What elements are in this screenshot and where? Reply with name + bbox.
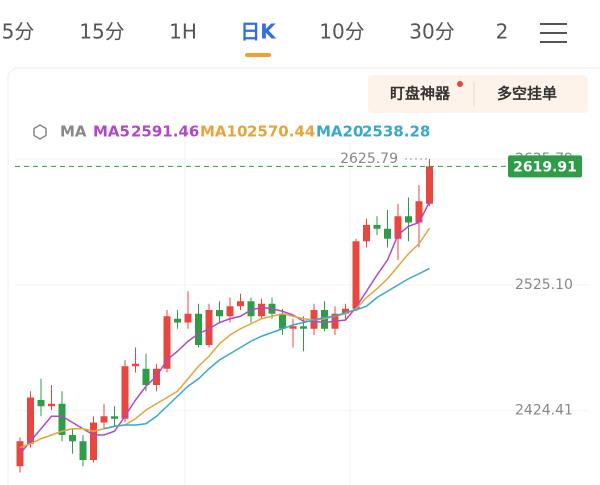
candle-body bbox=[184, 313, 192, 323]
candle-body bbox=[90, 422, 97, 460]
last-price-label: 2619.91 bbox=[513, 159, 577, 175]
y-tick-label: 2525.10 bbox=[515, 277, 573, 293]
legend-name: MA10 bbox=[200, 123, 247, 141]
legend-name: MA5 bbox=[93, 123, 130, 141]
y-tick-label: 2424.41 bbox=[515, 403, 573, 419]
ma-line bbox=[19, 201, 431, 455]
candle-body bbox=[300, 326, 307, 329]
button[interactable]: 盯盘神器 bbox=[390, 85, 451, 103]
candle-body bbox=[258, 303, 265, 317]
legend-value: 2570.44 bbox=[247, 123, 315, 141]
candle-body bbox=[226, 306, 234, 317]
candle-body bbox=[111, 416, 118, 419]
tab[interactable]: 2 bbox=[496, 20, 509, 44]
candle-body bbox=[58, 403, 66, 435]
candle-body bbox=[237, 301, 244, 307]
candle-body bbox=[384, 228, 391, 239]
candle-body bbox=[27, 397, 34, 444]
ma-line bbox=[103, 267, 430, 430]
settings-icon[interactable] bbox=[33, 124, 47, 140]
candle-body bbox=[69, 435, 76, 442]
candle-body bbox=[216, 310, 223, 317]
tab[interactable]: 30分 bbox=[409, 20, 454, 44]
button-bar bbox=[368, 75, 588, 113]
candle-body bbox=[352, 241, 360, 309]
candle-body bbox=[247, 301, 255, 317]
legend-value: 2591.46 bbox=[131, 123, 199, 141]
ma-line bbox=[19, 227, 431, 449]
legend-name: MA20 bbox=[316, 123, 363, 141]
candle-body bbox=[363, 225, 370, 242]
menu-icon[interactable] bbox=[540, 23, 567, 43]
notice-dot bbox=[457, 81, 463, 87]
button[interactable]: 多空挂单 bbox=[497, 85, 557, 103]
candle-body bbox=[426, 166, 433, 204]
tab[interactable]: 10分 bbox=[319, 20, 364, 44]
candle-body bbox=[37, 400, 45, 407]
candle-body bbox=[142, 368, 150, 385]
chart-panel bbox=[7, 67, 600, 485]
candle-body bbox=[163, 316, 171, 369]
legend-title: MA bbox=[60, 123, 87, 141]
candle-body bbox=[394, 216, 402, 239]
tab[interactable]: 5分 bbox=[2, 20, 35, 44]
candle-body bbox=[48, 403, 55, 407]
tab[interactable]: 日K bbox=[240, 20, 277, 44]
candle-body bbox=[415, 201, 423, 223]
tab-underline bbox=[245, 53, 271, 57]
legend-value: 2538.28 bbox=[362, 123, 430, 141]
candle-body bbox=[342, 308, 349, 314]
candle-body bbox=[405, 216, 412, 223]
candle-body bbox=[121, 366, 129, 419]
max-label: 2625.79 bbox=[340, 151, 398, 167]
candle-body bbox=[100, 416, 108, 423]
candle-body bbox=[289, 326, 297, 329]
tab[interactable]: 1H bbox=[169, 20, 197, 44]
candle-body bbox=[373, 225, 381, 229]
candle-body bbox=[79, 441, 87, 460]
candle-body bbox=[279, 313, 286, 329]
candle-body bbox=[195, 313, 202, 345]
candle-body bbox=[132, 363, 139, 367]
tab[interactable]: 15分 bbox=[79, 20, 124, 44]
candle-body bbox=[205, 310, 213, 345]
candle-body bbox=[174, 318, 181, 323]
last-price-box bbox=[508, 155, 582, 178]
